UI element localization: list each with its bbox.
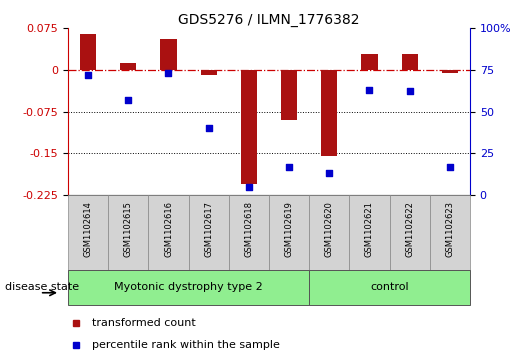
Point (325, 170, 333, 176)
Bar (281, 70, 297, 120)
Text: GSM1102615: GSM1102615 (124, 201, 133, 257)
Text: GSM1102620: GSM1102620 (325, 201, 334, 257)
Bar (121, 63, 136, 70)
Bar (229, 195, 269, 270)
Bar (309, 270, 470, 305)
Text: control: control (370, 282, 409, 293)
Point (84, 72, 92, 78)
Bar (430, 195, 470, 270)
Bar (108, 195, 148, 270)
Text: GSM1102614: GSM1102614 (83, 201, 93, 257)
Text: percentile rank within the sample: percentile rank within the sample (92, 340, 280, 350)
Bar (269, 195, 309, 270)
Bar (161, 39, 177, 70)
Point (285, 164, 293, 170)
Bar (442, 70, 458, 73)
Text: GSM1102621: GSM1102621 (365, 201, 374, 257)
Text: GSM1102618: GSM1102618 (245, 201, 253, 257)
Point (124, 97, 132, 103)
Text: GSM1102623: GSM1102623 (445, 201, 454, 257)
Point (365, 87, 373, 93)
Text: transformed count: transformed count (92, 318, 196, 329)
Text: GSM1102619: GSM1102619 (285, 201, 294, 257)
Bar (68, 270, 309, 305)
Bar (321, 70, 337, 156)
Bar (241, 70, 257, 184)
Text: GSM1102617: GSM1102617 (204, 201, 213, 257)
Title: GDS5276 / ILMN_1776382: GDS5276 / ILMN_1776382 (178, 13, 360, 27)
Text: disease state: disease state (5, 282, 79, 293)
Bar (402, 54, 418, 70)
Bar (80, 33, 96, 70)
Bar (188, 195, 229, 270)
Point (446, 164, 454, 170)
Bar (349, 195, 390, 270)
Bar (390, 195, 430, 270)
Text: Myotonic dystrophy type 2: Myotonic dystrophy type 2 (114, 282, 263, 293)
Point (164, 70, 173, 76)
Bar (148, 195, 188, 270)
Bar (68, 195, 108, 270)
Bar (362, 54, 377, 70)
Text: GSM1102622: GSM1102622 (405, 201, 414, 257)
Point (245, 184, 253, 189)
Bar (309, 195, 349, 270)
Bar (201, 70, 217, 75)
Point (406, 89, 414, 94)
Point (204, 125, 213, 131)
Text: GSM1102616: GSM1102616 (164, 201, 173, 257)
